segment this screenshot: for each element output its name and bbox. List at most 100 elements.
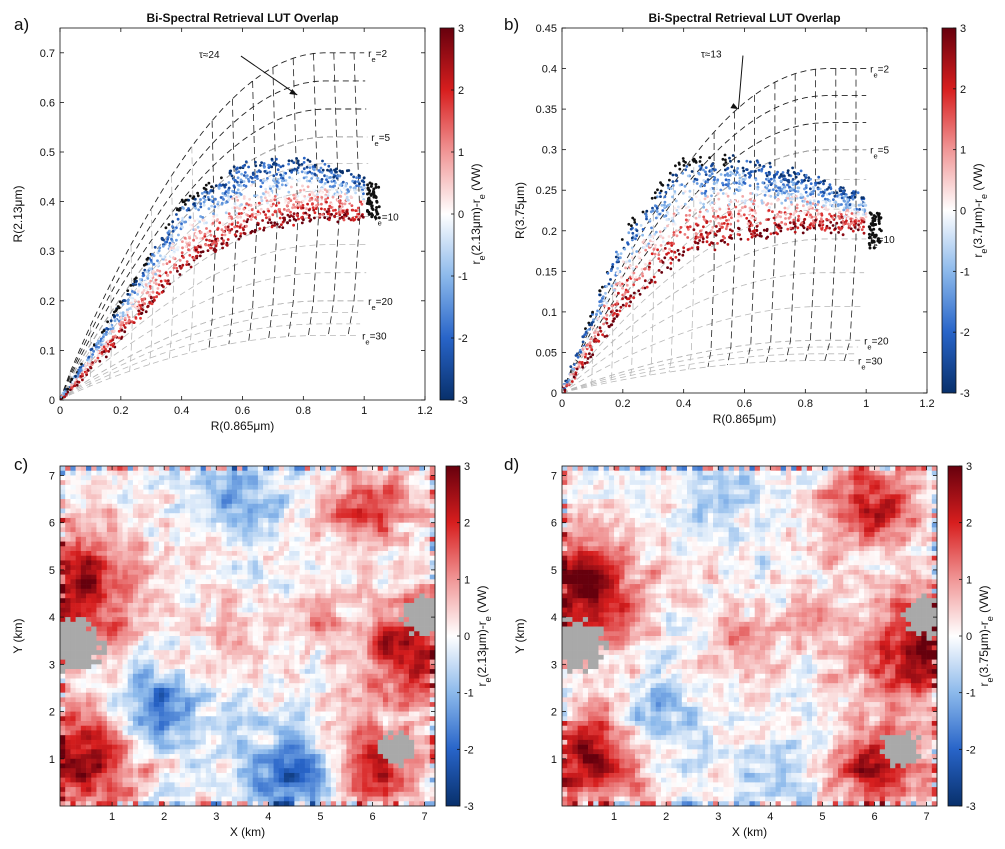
heatmap-cell (143, 565, 149, 570)
data-point (706, 240, 709, 243)
data-point (651, 197, 654, 200)
heatmap-cell (159, 527, 165, 532)
x-axis-label: R(0.865μm) (713, 412, 777, 426)
data-point (591, 353, 594, 356)
heatmap-cell (128, 551, 134, 556)
heatmap-cell (123, 523, 129, 528)
heatmap-cell (143, 556, 149, 561)
heatmap-cell (373, 565, 379, 570)
heatmap-cell (253, 546, 259, 551)
data-point (639, 293, 642, 296)
data-point (792, 227, 795, 230)
heatmap-cell (341, 504, 347, 509)
data-point (602, 323, 605, 326)
data-point (208, 207, 211, 210)
heatmap-cell (414, 509, 420, 514)
heatmap-cell (294, 537, 300, 542)
data-point (652, 210, 655, 213)
heatmap-cell (143, 466, 149, 471)
data-point (370, 185, 373, 188)
data-point (814, 182, 817, 185)
data-point (842, 209, 845, 212)
heatmap-cell (123, 513, 129, 518)
heatmap-cell (336, 546, 342, 551)
data-point (603, 309, 606, 312)
heatmap-cell (300, 560, 306, 565)
heatmap-cell (289, 542, 295, 547)
heatmap-cell (362, 527, 368, 532)
heatmap-cell (274, 527, 280, 532)
heatmap-cell (96, 537, 102, 542)
heatmap-cell (315, 504, 321, 509)
heatmap-cell (336, 513, 342, 518)
data-point (820, 212, 823, 215)
heatmap-cell (268, 504, 274, 509)
data-point (325, 175, 328, 178)
data-point (759, 232, 762, 235)
heatmap-cell (409, 490, 415, 495)
data-point (253, 194, 256, 197)
heatmap-cell (263, 471, 269, 476)
heatmap-cell (232, 546, 238, 551)
data-point (339, 184, 342, 187)
data-point (611, 263, 614, 266)
data-point (797, 219, 800, 222)
data-point (712, 242, 715, 245)
x-tick-label: 0.4 (174, 405, 189, 417)
data-point (616, 302, 619, 305)
heatmap-cell (60, 475, 66, 480)
data-point (619, 284, 622, 287)
data-point (234, 202, 237, 205)
data-point (699, 168, 702, 171)
data-point (635, 250, 638, 253)
heatmap-cell (206, 499, 212, 504)
heatmap-cell (393, 490, 399, 495)
data-point (683, 164, 686, 167)
data-point (230, 228, 233, 231)
data-point (656, 207, 659, 210)
data-point (820, 219, 823, 222)
heatmap-cell (289, 480, 295, 485)
heatmap-cell (346, 518, 352, 523)
heatmap-cell (138, 570, 144, 575)
heatmap-cell (393, 560, 399, 565)
data-point (262, 192, 265, 195)
heatmap-cell (123, 475, 129, 480)
heatmap-cell (284, 513, 290, 518)
data-point (141, 291, 144, 294)
heatmap-cell (414, 504, 420, 509)
heatmap-cell (206, 518, 212, 523)
heatmap-cell (70, 565, 76, 570)
data-point (686, 236, 689, 239)
heatmap-cell (201, 565, 207, 570)
data-point (251, 213, 254, 216)
data-point (724, 154, 727, 157)
data-point (367, 197, 370, 200)
data-point (275, 164, 278, 167)
heatmap-cell (117, 485, 123, 490)
data-point (222, 198, 225, 201)
heatmap-cell (331, 509, 337, 514)
heatmap-cell (180, 532, 186, 537)
data-point (606, 322, 609, 325)
heatmap-cell (289, 475, 295, 480)
data-point (688, 164, 691, 167)
data-point (704, 194, 707, 197)
heatmap-cell (65, 466, 71, 471)
heatmap-cell (102, 490, 108, 495)
heatmap-cell (414, 551, 420, 556)
heatmap-cell (237, 523, 243, 528)
heatmap-cell (315, 490, 321, 495)
heatmap-cell (169, 480, 175, 485)
heatmap-cell (430, 523, 436, 528)
data-point (266, 202, 269, 205)
data-point (822, 204, 825, 207)
heatmap-cell (284, 532, 290, 537)
heatmap-cell (86, 513, 92, 518)
heatmap-cell (143, 504, 149, 509)
heatmap-cell (258, 523, 264, 528)
heatmap-cell (180, 542, 186, 547)
heatmap-cell (102, 542, 108, 547)
heatmap-cell (300, 551, 306, 556)
data-point (251, 181, 254, 184)
